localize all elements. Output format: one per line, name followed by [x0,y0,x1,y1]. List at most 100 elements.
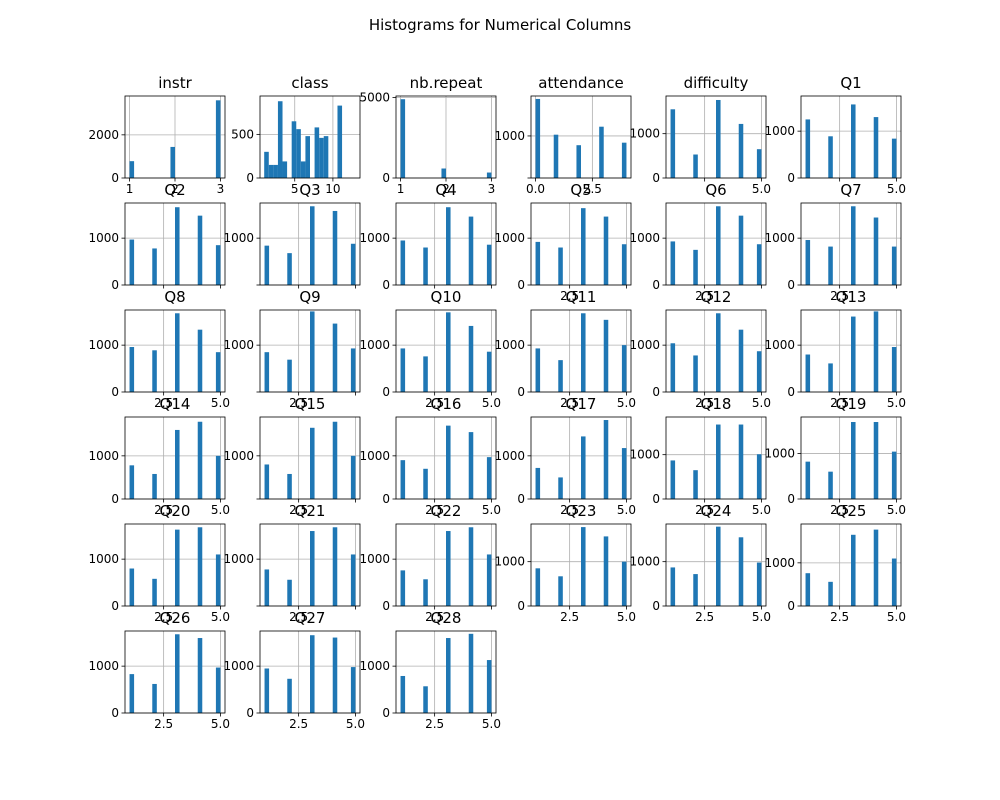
y-tick-label: 0 [111,492,119,506]
histogram-bar [332,323,338,392]
y-tick-label: 1000 [88,659,119,673]
histogram-bar [891,138,897,178]
y-tick-label: 0 [517,492,525,506]
subplot-q22: 2.5 0 1000 Q22 [359,502,497,624]
histogram-bar [851,534,856,606]
y-tick-label: 0 [787,171,795,185]
histogram-bar [535,348,541,392]
axes-frame [530,416,632,500]
histogram-bar [805,240,811,285]
subplot-q15: 2.5 1000 Q15 [223,395,361,517]
histogram-bar [400,240,406,285]
histogram-bar [264,151,269,178]
histogram-bar [423,468,428,499]
subplot-q6: 2.5 0 1000 Q6 [629,181,767,303]
histogram-bar [535,568,541,606]
axes-frame [395,309,497,393]
axes-frame [800,202,902,286]
histogram-bar [264,352,270,392]
histogram-bar [756,149,762,178]
x-tick-label: 2.5 [560,610,579,624]
histogram-bar [277,101,283,178]
histogram-bar [215,352,221,392]
histogram-bar [152,350,157,392]
histogram-bar [716,313,721,392]
histogram-bar [296,129,301,178]
x-tick-label: 5.0 [752,182,771,196]
subplot-q7: 2.5 0 1000 Q7 [764,181,902,303]
histogram-bar [486,172,492,178]
histogram-bar [215,100,221,178]
y-tick-label: 1000 [88,552,119,566]
axes-frame [665,309,767,393]
x-tick-label: 2.5 [560,503,579,517]
subplot-q2: 0 1000 Q2 [88,181,226,292]
histogram-bar [891,451,897,499]
histogram-bar [851,422,856,499]
subplot-q23: 2.5 5.0 0 1000 Q23 [494,502,636,624]
histogram-bar [738,537,744,606]
y-tick-label: 0 [652,171,660,185]
x-tick-label: 5.0 [482,396,501,410]
subplot-title: Q28 [431,609,462,627]
histogram-bar [558,247,563,285]
histogram-bar [738,329,744,392]
histogram-bar [468,325,474,392]
histogram-bar [423,247,428,285]
subplot-q8: 2.5 5.0 0 1000 Q8 [88,288,230,410]
histogram-bar [670,343,676,392]
histogram-bar [603,536,609,606]
histogram-bar [873,217,879,285]
subplot-title: class [291,74,328,92]
histogram-bar [621,142,627,178]
subplot-q3: 1000 Q3 [223,181,361,289]
subplot-title: Q15 [295,395,326,413]
histogram-bar [873,311,879,392]
y-tick-label: 0 [111,385,119,399]
histogram-bar [423,356,428,392]
histogram-bar [441,168,446,178]
histogram-bar [332,527,338,606]
subplot-title: Q26 [160,609,191,627]
histogram-bar [581,527,586,606]
subplot-difficulty: 5.0 0 1000 difficulty [629,74,771,196]
axes-frame [259,523,361,607]
histogram-bar [287,473,292,499]
subplot-instr: 1 2 3 0 2000 instr [88,74,226,196]
x-tick-label: 5.0 [211,396,230,410]
histogram-bar [805,461,811,499]
subplot-q4: 0 1000 Q4 [359,181,497,292]
histogram-bar [558,477,563,499]
y-tick-label: 1000 [359,659,390,673]
histogram-bar [851,104,856,178]
histogram-bar [553,134,559,178]
subplot-title: Q9 [299,288,320,306]
x-tick-label: 5.0 [617,503,636,517]
histogram-bar [215,554,221,606]
axes-frame [124,630,226,714]
histogram-bar [621,244,627,285]
histogram-bar [716,526,721,606]
histogram-bar [621,448,627,499]
histogram-bar [756,562,762,606]
subplot-title: Q8 [164,288,185,306]
axes-frame [124,202,226,286]
x-tick-label: 3 [488,182,496,196]
histogram-bar [446,207,451,285]
histogram-bar [468,527,474,606]
subplot-q16: 2.5 5.0 0 1000 Q16 [359,395,501,517]
histogram-bar [558,360,563,392]
y-tick-label: 1000 [223,552,254,566]
x-tick-label: 5.0 [617,610,636,624]
histogram-bar [350,348,356,392]
subplot-title: Q20 [160,502,191,520]
axes-frame [259,309,361,393]
histogram-bar [264,245,270,285]
histogram-bar [423,579,428,606]
histogram-bar [468,216,474,285]
histogram-bar [828,363,833,392]
subplot-q10: 2.5 5.0 0 1000 Q10 [359,288,501,410]
subplot-q21: 2.5 1000 Q21 [223,502,361,624]
axes-frame [800,95,902,179]
histogram-bar [446,531,451,606]
